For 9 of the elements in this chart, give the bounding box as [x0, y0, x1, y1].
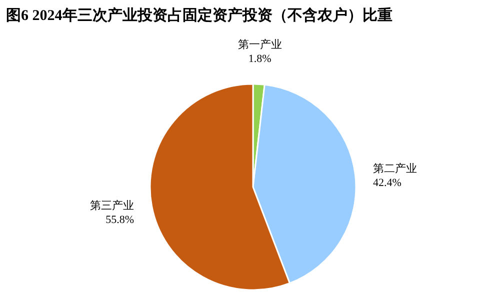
data-label: 42.4% — [373, 176, 402, 189]
slice-label: 第二产业 — [373, 162, 418, 175]
pie-slice — [149, 83, 290, 291]
pie-slice — [252, 84, 357, 284]
data-label: 1.8% — [248, 53, 272, 66]
slice-label: 第一产业 — [238, 38, 282, 52]
data-label: 55.8% — [106, 214, 134, 226]
chart-title: 图6 2024年三次产业投资占固定资产投资（不含农户）比重 — [6, 6, 392, 24]
slice-label: 第三产业 — [90, 198, 134, 212]
